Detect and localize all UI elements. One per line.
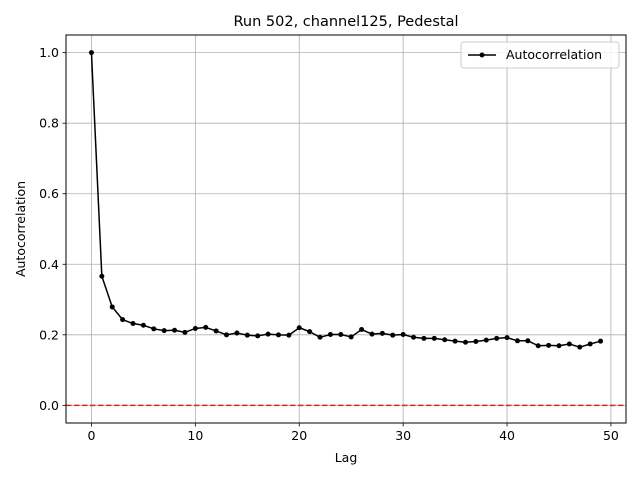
data-point [99,273,105,279]
legend-marker-sample [479,52,485,58]
data-point [598,338,604,344]
data-point [140,322,146,328]
y-axis-label: Autocorrelation [13,181,28,277]
data-point [442,337,448,343]
data-point [546,342,552,348]
data-point [88,50,94,56]
legend-entry-autocorrelation: Autocorrelation [506,47,602,62]
data-point [452,338,458,344]
data-point [338,331,344,337]
x-axis-label: Lag [335,450,358,465]
data-point [327,331,333,337]
data-point [213,328,219,334]
data-point [317,334,323,340]
data-point [369,331,375,337]
data-point [275,332,281,338]
data-point [577,344,583,350]
y-tick-label: 0.8 [39,116,59,131]
y-tick-label: 0.4 [39,257,59,272]
series-line-autocorrelation [90,52,601,348]
data-point [566,341,572,347]
data-point [244,332,250,338]
data-point [307,329,313,335]
data-point [109,304,115,310]
data-point [462,339,468,345]
plot-frame [65,34,627,424]
data-point [130,321,136,327]
chart-title: Run 502, channel125, Pedestal [233,14,458,30]
data-point [400,331,406,337]
series-group [88,50,604,350]
data-point [535,343,541,349]
data-point [203,324,209,330]
data-point [234,330,240,336]
data-point [192,325,198,331]
ticks: 0 10 20 30 40 50 0.0 0.2 0.4 0.6 0.8 1.0 [39,45,619,443]
data-point [473,339,479,345]
data-point [161,328,167,334]
y-tick-label: 0.0 [39,398,59,413]
data-point [224,332,230,338]
x-tick-label: 0 [87,428,95,443]
data-point [514,338,520,344]
data-point [421,335,427,341]
legend: Autocorrelation [460,41,620,69]
data-point [265,331,271,337]
data-point [504,335,510,341]
x-tick-label: 20 [291,428,307,443]
data-point [182,329,188,335]
data-point [348,334,354,340]
data-point [255,333,261,339]
data-point [172,327,178,333]
data-point [359,327,365,333]
data-point [556,343,562,349]
grid [66,35,626,423]
y-tick-label: 0.6 [39,186,59,201]
x-tick-label: 30 [395,428,411,443]
x-tick-label: 40 [499,428,515,443]
data-point [411,334,417,340]
data-point [151,326,157,332]
data-point [494,335,500,341]
x-tick-label: 50 [603,428,619,443]
data-point [525,338,531,344]
x-tick-label: 10 [187,428,203,443]
legend-box [460,41,620,69]
data-point [483,337,489,343]
data-point [120,317,126,323]
data-point [390,332,396,338]
data-point [431,335,437,341]
data-point [587,341,593,347]
data-point [286,332,292,338]
data-point [296,325,302,331]
y-tick-label: 0.2 [39,327,59,342]
data-point [379,330,385,336]
y-tick-label: 1.0 [39,45,59,60]
